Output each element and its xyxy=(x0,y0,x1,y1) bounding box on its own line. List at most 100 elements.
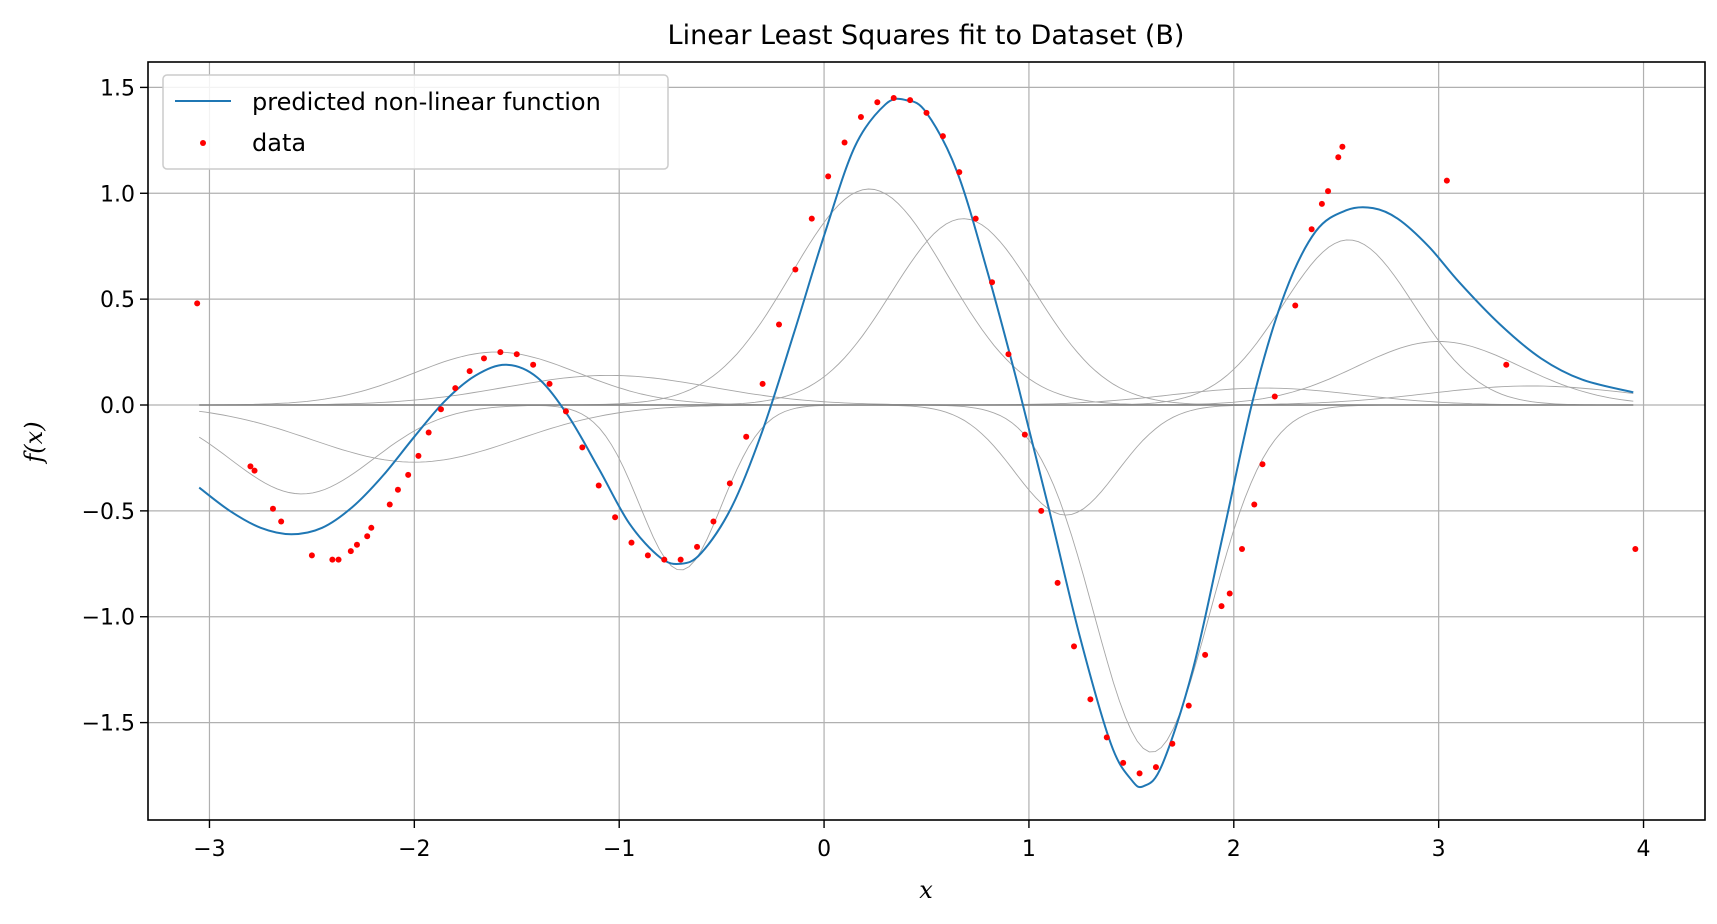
data-point xyxy=(353,541,360,548)
data-point xyxy=(694,543,701,550)
x-tick-label: −2 xyxy=(398,837,430,862)
data-point xyxy=(530,361,537,368)
data-point xyxy=(1335,154,1342,161)
data-point xyxy=(710,518,717,525)
y-tick-label: 0.5 xyxy=(100,288,135,313)
data-point xyxy=(1071,643,1078,650)
data-point xyxy=(726,480,733,487)
data-point xyxy=(1021,431,1028,438)
data-point xyxy=(394,486,401,493)
data-point xyxy=(1308,226,1315,233)
data-point xyxy=(1259,461,1266,468)
data-point xyxy=(1185,702,1192,709)
data-point xyxy=(329,556,336,563)
data-point xyxy=(1136,770,1143,777)
legend: predicted non-linear function data xyxy=(162,74,669,170)
data-point xyxy=(415,452,422,459)
data-point xyxy=(972,215,979,222)
data-point xyxy=(956,169,963,176)
data-point xyxy=(1005,351,1012,358)
y-tick-label: 0.0 xyxy=(100,394,135,419)
data-point xyxy=(857,114,864,121)
data-point xyxy=(1038,507,1045,514)
data-point xyxy=(1152,764,1159,771)
data-point xyxy=(405,471,412,478)
data-point xyxy=(347,548,354,555)
data-point xyxy=(562,408,569,415)
data-point xyxy=(452,385,459,392)
data-point xyxy=(497,349,504,356)
data-point xyxy=(1271,393,1278,400)
data-point xyxy=(437,406,444,413)
data-point xyxy=(1120,759,1127,766)
x-tick-label: 2 xyxy=(1227,837,1241,862)
data-point xyxy=(1443,177,1450,184)
y-tick-label: 1.0 xyxy=(100,182,135,207)
data-point xyxy=(595,482,602,489)
data-point xyxy=(890,94,897,101)
data-point xyxy=(743,433,750,440)
data-point xyxy=(759,380,766,387)
x-tick-label: −3 xyxy=(193,837,225,862)
data-point xyxy=(1054,579,1061,586)
series-layer xyxy=(194,94,1639,789)
data-point xyxy=(1251,501,1258,508)
y-tick-label: −1.0 xyxy=(82,606,135,631)
legend-label-data: data xyxy=(252,129,306,157)
data-point xyxy=(1103,734,1110,741)
data-point xyxy=(1169,740,1176,747)
data-point xyxy=(628,539,635,546)
data-point xyxy=(612,514,619,521)
data-point xyxy=(874,99,881,106)
y-tick-label: −1.5 xyxy=(82,712,135,737)
data-point xyxy=(989,279,996,286)
data-point xyxy=(661,556,668,563)
x-tick-label: 1 xyxy=(1022,837,1036,862)
chart-title: Linear Least Squares fit to Dataset (B) xyxy=(668,20,1185,51)
data-point xyxy=(1632,545,1639,552)
data-point xyxy=(1087,696,1094,703)
data-point xyxy=(1292,302,1299,309)
x-tick-label: 3 xyxy=(1432,837,1446,862)
data-point xyxy=(480,355,487,362)
data-point xyxy=(808,215,815,222)
data-point xyxy=(386,501,393,508)
data-point xyxy=(825,173,832,180)
data-point xyxy=(1202,651,1209,658)
data-point xyxy=(251,467,258,474)
data-point xyxy=(1238,545,1245,552)
legend-marker-data xyxy=(200,140,206,146)
data-point xyxy=(923,109,930,116)
data-point xyxy=(368,524,375,531)
data-point xyxy=(1503,361,1510,368)
x-axis-ticks: −3 −2 −1 0 1 2 3 4 xyxy=(193,820,1651,862)
data-point xyxy=(513,351,520,358)
data-point xyxy=(425,429,432,436)
data-point xyxy=(1339,143,1346,150)
data-point xyxy=(1318,200,1325,207)
y-tick-label: −0.5 xyxy=(82,500,135,525)
x-axis-label: x xyxy=(919,876,933,904)
y-axis-label: f(x) xyxy=(20,421,48,464)
data-point xyxy=(907,97,914,104)
data-point xyxy=(466,368,473,375)
data-point xyxy=(1218,603,1225,610)
data-point xyxy=(792,266,799,273)
data-point xyxy=(364,533,371,540)
x-tick-label: 4 xyxy=(1637,837,1651,862)
data-point xyxy=(1226,590,1233,597)
data-point xyxy=(644,552,651,559)
grid xyxy=(148,62,1705,820)
data-point xyxy=(269,505,276,512)
data-point xyxy=(308,552,315,559)
y-axis-ticks: −1.5 −1.0 −0.5 0.0 0.5 1.0 1.5 xyxy=(82,76,148,737)
legend-label-predicted: predicted non-linear function xyxy=(252,88,601,116)
data-point xyxy=(775,321,782,328)
y-tick-label: 1.5 xyxy=(100,76,135,101)
data-point xyxy=(579,444,586,451)
data-point xyxy=(546,380,553,387)
data-point xyxy=(677,556,684,563)
data-point xyxy=(841,139,848,146)
x-tick-label: 0 xyxy=(817,837,831,862)
